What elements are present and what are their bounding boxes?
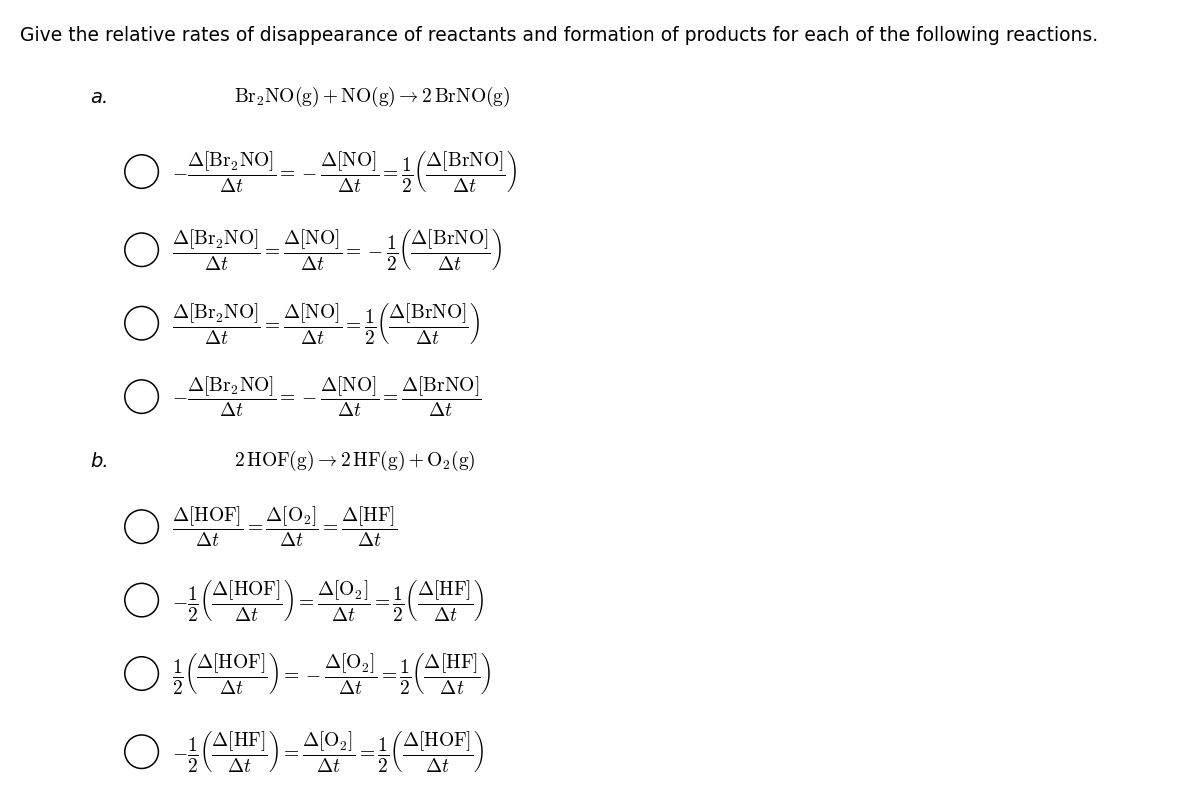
Text: a.: a. bbox=[90, 88, 108, 107]
Text: $\mathrm{2\,HOF(g) \rightarrow 2\,HF(g) + O_2(g)}$: $\mathrm{2\,HOF(g) \rightarrow 2\,HF(g) … bbox=[234, 449, 475, 473]
Text: $\mathrm{Br_2NO(g) + NO(g) \rightarrow 2\,BrNO(g)}$: $\mathrm{Br_2NO(g) + NO(g) \rightarrow 2… bbox=[234, 85, 510, 109]
Text: $-\dfrac{1}{2}\left(\dfrac{\Delta[\mathrm{HOF}]}{\Delta t}\right) = \dfrac{\Delt: $-\dfrac{1}{2}\left(\dfrac{\Delta[\mathr… bbox=[172, 578, 484, 622]
Text: $\dfrac{1}{2}\left(\dfrac{\Delta[\mathrm{HOF}]}{\Delta t}\right) = -\dfrac{\Delt: $\dfrac{1}{2}\left(\dfrac{\Delta[\mathrm… bbox=[172, 651, 491, 696]
Text: Give the relative rates of disappearance of reactants and formation of products : Give the relative rates of disappearance… bbox=[20, 26, 1098, 45]
Text: $-\dfrac{1}{2}\left(\dfrac{\Delta[\mathrm{HF}]}{\Delta t}\right) = \dfrac{\Delta: $-\dfrac{1}{2}\left(\dfrac{\Delta[\mathr… bbox=[172, 729, 484, 774]
Text: $\dfrac{\Delta[\mathrm{Br_2NO}]}{\Delta t} = \dfrac{\Delta[\mathrm{NO}]}{\Delta : $\dfrac{\Delta[\mathrm{Br_2NO}]}{\Delta … bbox=[172, 227, 502, 272]
Text: b.: b. bbox=[90, 452, 109, 471]
Text: $-\dfrac{\Delta[\mathrm{Br_2NO}]}{\Delta t} = -\dfrac{\Delta[\mathrm{NO}]}{\Delt: $-\dfrac{\Delta[\mathrm{Br_2NO}]}{\Delta… bbox=[172, 149, 516, 194]
Text: $\dfrac{\Delta[\mathrm{Br_2NO}]}{\Delta t} = \dfrac{\Delta[\mathrm{NO}]}{\Delta : $\dfrac{\Delta[\mathrm{Br_2NO}]}{\Delta … bbox=[172, 301, 480, 346]
Text: $-\dfrac{\Delta[\mathrm{Br_2NO}]}{\Delta t} = -\dfrac{\Delta[\mathrm{NO}]}{\Delt: $-\dfrac{\Delta[\mathrm{Br_2NO}]}{\Delta… bbox=[172, 374, 481, 419]
Text: $\dfrac{\Delta[\mathrm{HOF}]}{\Delta t} = \dfrac{\Delta[\mathrm{O_2}]}{\Delta t}: $\dfrac{\Delta[\mathrm{HOF}]}{\Delta t} … bbox=[172, 504, 397, 549]
